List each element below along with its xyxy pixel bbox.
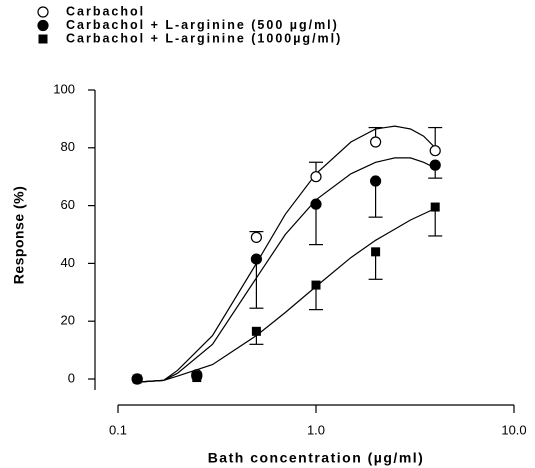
legend-marker <box>37 6 49 18</box>
y-tick-label: 100 <box>53 81 75 96</box>
x-tick-label: 0.1 <box>109 422 127 437</box>
legend-label: Carbachol + L-arginine (500 µg/ml) <box>66 18 339 32</box>
y-tick-label: 60 <box>61 197 75 212</box>
data-point <box>371 247 381 257</box>
data-point <box>370 175 382 187</box>
fit-curve <box>140 157 436 383</box>
data-point <box>429 145 441 157</box>
legend-marker <box>37 19 49 32</box>
data-point <box>251 326 261 336</box>
data-point <box>132 374 142 384</box>
data-point <box>311 280 321 290</box>
y-axis-title: Response (%) <box>11 186 27 285</box>
y-tick-label: 40 <box>61 255 75 270</box>
data-point <box>250 253 262 265</box>
data-point <box>192 373 202 383</box>
fit-curve <box>140 125 436 383</box>
legend-marker <box>38 34 48 44</box>
data-point <box>430 202 440 212</box>
legend-label: Carbachol + L-arginine (1000µg/ml) <box>66 31 342 45</box>
data-point <box>250 231 262 243</box>
x-axis-title: Bath concentration (µg/ml) <box>208 450 425 466</box>
data-point <box>310 171 322 183</box>
fit-curve <box>140 207 436 383</box>
y-tick-label: 0 <box>68 370 75 385</box>
data-point <box>429 159 441 171</box>
data-point <box>310 198 322 210</box>
x-tick-label: 10.0 <box>501 422 526 437</box>
data-point <box>370 136 382 148</box>
y-tick-label: 20 <box>61 313 75 328</box>
x-tick-label: 1.0 <box>307 422 325 437</box>
y-tick-label: 80 <box>61 139 75 154</box>
legend-label: Carbachol <box>66 4 145 18</box>
